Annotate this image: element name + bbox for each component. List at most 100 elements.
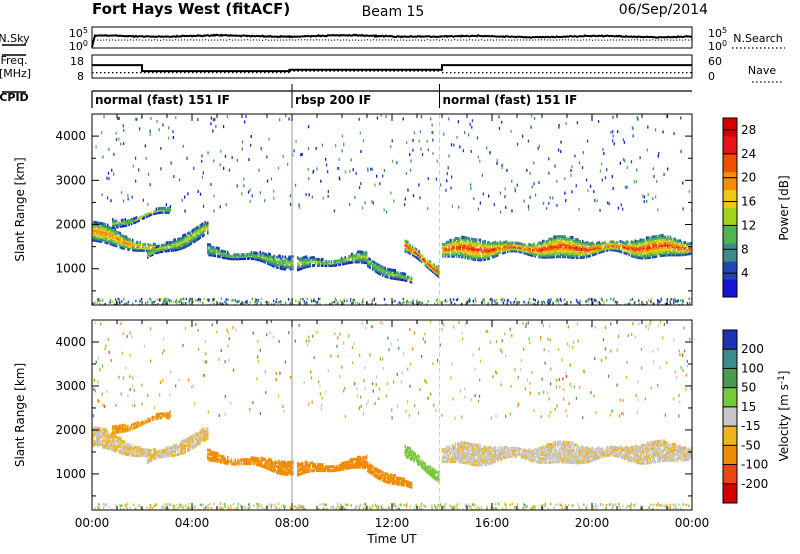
power-scatter-cell <box>247 190 250 194</box>
noise-search-dot <box>574 39 576 41</box>
power-scatter-cell <box>349 169 351 173</box>
power-echo-cell <box>268 258 270 262</box>
power-echo-cell <box>540 251 543 255</box>
power-echo-cell <box>475 238 478 242</box>
power-echo-cell <box>222 251 224 255</box>
power-echo-cell <box>404 239 407 243</box>
power-scatter-cell <box>251 194 253 198</box>
power-near-cell <box>397 303 399 305</box>
power-near-cell <box>500 298 502 301</box>
velocity-echo-cell <box>145 448 148 452</box>
velocity-echo-cell <box>268 463 270 467</box>
power-echo-cell <box>574 242 577 246</box>
power-echo-cell <box>298 263 300 267</box>
power-scatter-cell <box>612 187 614 190</box>
power-echo-cell <box>110 230 113 234</box>
power-near-cell <box>111 300 114 303</box>
power-echo-cell <box>132 248 134 252</box>
velocity-echo-cell <box>135 452 138 456</box>
power-echo-cell <box>205 226 208 230</box>
velocity-echo-region <box>147 427 209 464</box>
velocity-echo-cell <box>312 465 314 469</box>
power-echo-cell <box>689 248 692 252</box>
power-echo-cell <box>420 254 423 258</box>
velocity-echo-cell <box>320 463 323 467</box>
power-echo-cell <box>469 255 472 259</box>
power-echo-cell <box>224 250 227 254</box>
power-echo-cell <box>170 246 173 250</box>
velocity-echo-cell <box>105 444 108 448</box>
power-echo-cell <box>665 251 668 255</box>
velocity-echo-cell <box>119 439 122 443</box>
power-echo-cell <box>359 256 362 260</box>
power-echo-cell <box>547 243 549 247</box>
power-scatter-cell <box>558 124 560 127</box>
power-echo-cell <box>533 252 535 256</box>
velocity-echo-cell <box>192 446 194 450</box>
power-echo-cell <box>145 247 148 251</box>
power-echo-cell <box>569 253 572 257</box>
power-echo-cell <box>475 252 478 256</box>
velocity-echo-cell <box>125 425 128 429</box>
power-echo-cell <box>553 255 555 259</box>
power-echo-cell <box>197 237 199 241</box>
power-echo-cell <box>550 241 553 245</box>
power-echo-cell <box>687 248 689 252</box>
power-echo-cell <box>554 249 557 253</box>
velocity-echo-cell <box>269 464 272 468</box>
power-echo-cell <box>437 274 439 278</box>
power-echo-cell <box>460 237 463 241</box>
power-echo-cell <box>192 233 194 236</box>
power-echo-cell <box>635 255 638 259</box>
power-echo-cell <box>552 239 554 243</box>
power-scatter-cell <box>663 172 665 176</box>
velocity-echo-cell <box>115 428 118 432</box>
velocity-echo-cell <box>104 430 107 434</box>
noise-search-dot <box>475 39 477 41</box>
velocity-echo-cell <box>265 464 268 468</box>
power-echo-cell <box>198 236 200 240</box>
power-echo-cell <box>465 248 468 252</box>
power-echo-cell <box>674 251 677 255</box>
power-near-cell <box>172 300 175 304</box>
power-echo-cell <box>623 247 625 251</box>
velocity-echo-cell <box>223 461 225 465</box>
velocity-echo-cell <box>224 459 227 463</box>
velocity-echo-cell <box>139 421 142 425</box>
power-echo-cell <box>269 253 272 256</box>
velocity-echo-cell <box>268 467 270 471</box>
power-echo-cell <box>688 244 690 248</box>
velocity-echo-cell <box>138 422 140 426</box>
power-echo-cell <box>189 240 192 244</box>
power-echo-cell <box>260 255 263 259</box>
power-echo-cell <box>558 247 560 251</box>
noise-search-dot <box>343 39 345 41</box>
power-echo-cell <box>484 253 487 257</box>
power-near-cell <box>503 297 505 301</box>
power-echo-cell <box>543 245 545 249</box>
power-echo-cell <box>550 243 553 247</box>
power-echo-cell <box>480 248 483 252</box>
power-echo-cell <box>563 251 565 255</box>
power-echo-cell <box>607 244 609 248</box>
power-echo-cell <box>385 269 388 273</box>
velocity-echo-cell <box>284 462 287 466</box>
power-echo-cell <box>463 238 465 241</box>
power-echo-cell <box>622 244 624 248</box>
power-scatter-cell <box>214 118 216 122</box>
power-echo-cell <box>589 244 592 248</box>
power-echo-cell <box>664 241 667 245</box>
velocity-echo-cell <box>305 468 308 472</box>
power-echo-cell <box>550 239 553 243</box>
power-scatter-cell <box>432 138 434 142</box>
velocity-echo-cell <box>119 449 122 453</box>
power-echo-cell <box>632 252 634 256</box>
power-echo-cell <box>602 249 604 253</box>
power-echo-cell <box>569 249 572 253</box>
noise-search-dot <box>424 39 426 41</box>
power-echo-cell <box>553 237 555 241</box>
power-echo-cell <box>152 250 154 254</box>
velocity-echo-cell <box>275 460 278 464</box>
power-echo-cell <box>673 247 675 251</box>
power-near-cell <box>486 303 488 305</box>
